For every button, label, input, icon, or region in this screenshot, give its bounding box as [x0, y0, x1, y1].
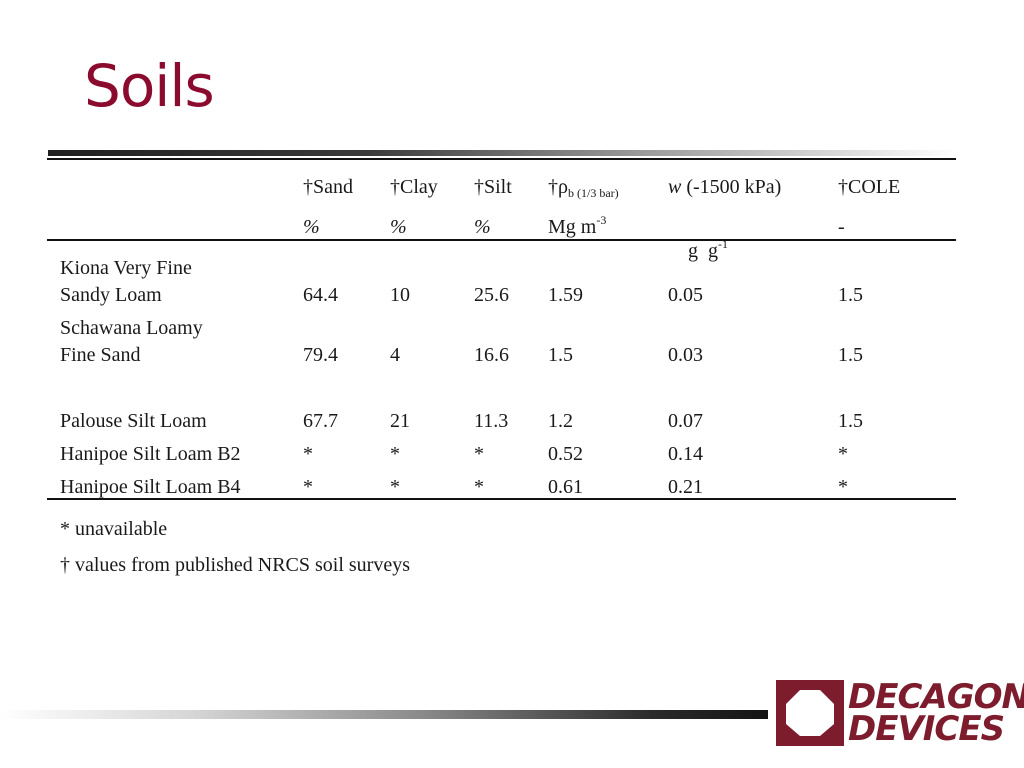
cell-bulk-density: 0.61	[548, 476, 583, 498]
unit-water-content-base: g g	[688, 240, 718, 262]
water-content-label: (-1500 kPa)	[681, 176, 782, 198]
row-name-line1: Schawana Loamy	[60, 317, 203, 339]
unit-water-content-exponent: -1	[718, 237, 728, 251]
unit-water-content: g g-1	[668, 215, 728, 289]
header-water-content: w (-1500 kPa)	[668, 175, 781, 199]
cell-bulk-density: 0.52	[548, 443, 583, 465]
logo-text-line1: DECAGON	[848, 677, 1024, 717]
cell-silt: 11.3	[474, 410, 509, 432]
cell-clay: 10	[390, 284, 410, 306]
cell-water-content: 0.07	[668, 410, 703, 432]
slide-title: Soils	[84, 52, 215, 120]
unit-silt: %	[474, 216, 491, 238]
cell-sand: *	[303, 476, 313, 498]
cell-bulk-density: 1.2	[548, 410, 573, 432]
title-divider	[48, 150, 958, 156]
cell-clay: 21	[390, 410, 410, 432]
row-name: Palouse Silt Loam	[60, 410, 207, 432]
footnote-source: † values from published NRCS soil survey…	[60, 554, 410, 576]
cell-cole: *	[838, 476, 848, 498]
cell-sand: 64.4	[303, 284, 338, 306]
logo-text-line2: DEVICES	[848, 709, 1005, 749]
table-header-border	[47, 239, 956, 241]
cell-clay: *	[390, 476, 400, 498]
row-name-line2: Fine Sand	[60, 344, 141, 366]
unit-clay: %	[390, 216, 407, 238]
header-clay: †Clay	[390, 176, 438, 198]
cell-silt: *	[474, 476, 484, 498]
cell-cole: 1.5	[838, 344, 863, 366]
cell-silt: *	[474, 443, 484, 465]
cell-silt: 25.6	[474, 284, 509, 306]
header-bulk-density: †ρb (1/3 bar)	[548, 175, 619, 201]
octagon-logo-icon	[776, 680, 844, 746]
unit-bulk-density: Mg m-3	[548, 213, 607, 241]
cell-water-content: 0.14	[668, 443, 703, 465]
cell-bulk-density: 1.5	[548, 344, 573, 366]
bulk-density-symbol: †ρ	[548, 176, 568, 198]
cell-cole: *	[838, 443, 848, 465]
footer-bar	[0, 710, 768, 719]
cell-sand: 67.7	[303, 410, 338, 432]
cell-water-content: 0.05	[668, 284, 703, 306]
cell-clay: *	[390, 443, 400, 465]
bulk-density-subscript: b (1/3 bar)	[567, 186, 619, 200]
cell-silt: 16.6	[474, 344, 509, 366]
cell-sand: *	[303, 443, 313, 465]
cell-cole: 1.5	[838, 284, 863, 306]
unit-sand: %	[303, 216, 320, 238]
header-cole: †COLE	[838, 176, 901, 198]
unit-cole: -	[838, 216, 845, 238]
table-bottom-border	[47, 498, 956, 500]
row-name: Hanipoe Silt Loam B4	[60, 476, 241, 498]
row-name-line2: Sandy Loam	[60, 284, 162, 306]
header-silt: †Silt	[474, 176, 512, 198]
cell-bulk-density: 1.59	[548, 284, 583, 306]
cell-sand: 79.4	[303, 344, 338, 366]
row-name: Hanipoe Silt Loam B2	[60, 443, 241, 465]
footnote-unavailable: * unavailable	[60, 518, 168, 540]
row-name-line1: Kiona Very Fine	[60, 257, 192, 279]
cell-water-content: 0.21	[668, 476, 703, 498]
cell-water-content: 0.03	[668, 344, 703, 366]
water-content-symbol: w	[668, 176, 682, 198]
cell-clay: 4	[390, 344, 400, 366]
table-top-border	[47, 158, 956, 160]
unit-bulk-density-exponent: -3	[596, 213, 607, 227]
unit-bulk-density-base: Mg m	[548, 216, 597, 238]
cell-cole: 1.5	[838, 410, 863, 432]
header-sand: †Sand	[303, 176, 353, 198]
